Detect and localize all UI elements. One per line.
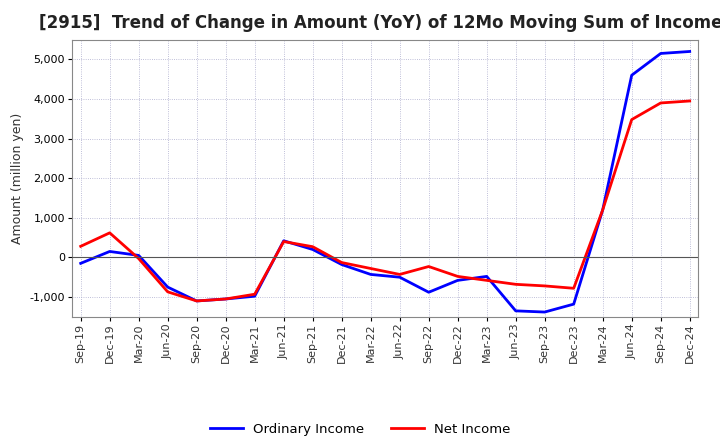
Net Income: [570, 286, 578, 291]
Net Income: [395, 272, 404, 277]
Y-axis label: Amount (million yen): Amount (million yen): [11, 113, 24, 244]
Ordinary Income: [76, 260, 85, 266]
Line: Net Income: Net Income: [81, 101, 690, 301]
Ordinary Income: [482, 274, 491, 279]
Line: Ordinary Income: Ordinary Income: [81, 51, 690, 312]
Ordinary Income: [221, 297, 230, 302]
Net Income: [511, 282, 520, 287]
Ordinary Income: [338, 262, 346, 267]
Net Income: [541, 283, 549, 289]
Ordinary Income: [598, 207, 607, 213]
Ordinary Income: [279, 238, 288, 243]
Ordinary Income: [105, 249, 114, 254]
Ordinary Income: [627, 73, 636, 78]
Net Income: [657, 100, 665, 106]
Ordinary Income: [541, 309, 549, 315]
Net Income: [135, 256, 143, 261]
Net Income: [627, 117, 636, 122]
Net Income: [598, 207, 607, 213]
Net Income: [454, 274, 462, 279]
Ordinary Income: [424, 290, 433, 295]
Ordinary Income: [657, 51, 665, 56]
Ordinary Income: [308, 247, 317, 252]
Title: [2915]  Trend of Change in Amount (YoY) of 12Mo Moving Sum of Incomes: [2915] Trend of Change in Amount (YoY) o…: [38, 15, 720, 33]
Ordinary Income: [570, 301, 578, 307]
Net Income: [366, 266, 375, 271]
Net Income: [482, 278, 491, 283]
Net Income: [105, 230, 114, 235]
Ordinary Income: [192, 298, 201, 304]
Ordinary Income: [135, 253, 143, 258]
Net Income: [221, 297, 230, 302]
Net Income: [192, 298, 201, 304]
Ordinary Income: [366, 272, 375, 277]
Net Income: [279, 239, 288, 244]
Ordinary Income: [395, 275, 404, 280]
Ordinary Income: [511, 308, 520, 313]
Ordinary Income: [163, 284, 172, 290]
Net Income: [424, 264, 433, 269]
Ordinary Income: [685, 49, 694, 54]
Legend: Ordinary Income, Net Income: Ordinary Income, Net Income: [203, 416, 517, 440]
Net Income: [251, 292, 259, 297]
Net Income: [338, 260, 346, 265]
Ordinary Income: [251, 293, 259, 299]
Ordinary Income: [454, 278, 462, 283]
Net Income: [308, 244, 317, 249]
Net Income: [76, 244, 85, 249]
Net Income: [163, 289, 172, 294]
Net Income: [685, 98, 694, 103]
